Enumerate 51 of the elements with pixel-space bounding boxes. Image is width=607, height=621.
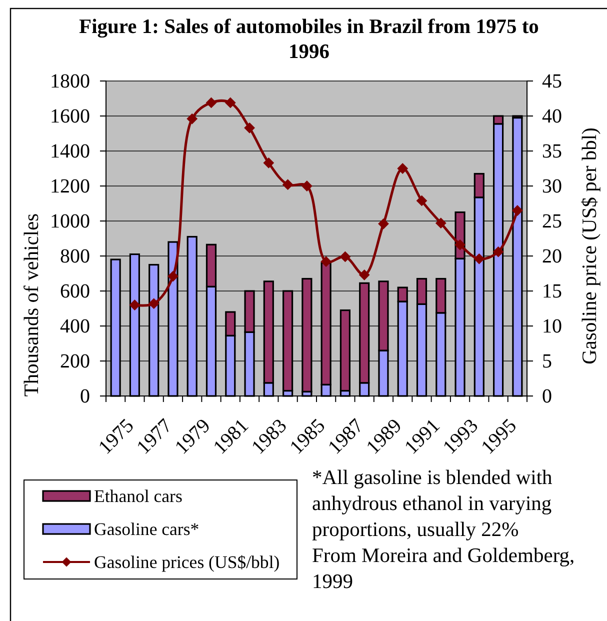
y2-tick-label: 10 xyxy=(542,315,562,338)
y2-tick-label: 5 xyxy=(542,350,552,372)
y2-tick-label: 20 xyxy=(542,245,562,268)
point xyxy=(493,246,504,258)
y-tick-label: 0 xyxy=(80,385,90,408)
point xyxy=(148,298,160,309)
point xyxy=(416,195,427,206)
point xyxy=(436,218,446,228)
point xyxy=(225,97,236,108)
point xyxy=(512,205,523,216)
chart-title: Figure 1: Sales of automobiles in Brazil from 1975 to 1996 xyxy=(79,16,539,63)
text: *All gasoline is blended with anhydrous ethanol in varying proportions, usually 22% xyxy=(312,467,552,541)
y2-tick-label: 40 xyxy=(542,105,562,128)
point xyxy=(378,218,389,230)
point xyxy=(302,180,312,192)
legend-label: Ethanol cars xyxy=(94,486,182,506)
point xyxy=(282,179,294,190)
y-tick-label: 400 xyxy=(60,315,90,338)
y2-tick-label: 15 xyxy=(542,280,562,302)
y-tick-label: 1200 xyxy=(50,175,90,198)
point xyxy=(359,270,370,280)
y-tick-label: 1400 xyxy=(50,140,90,162)
y2-tick-label: 30 xyxy=(542,175,562,198)
point xyxy=(186,114,198,124)
y-tick-label: 800 xyxy=(60,245,90,268)
legend-label: Gasoline cars* xyxy=(94,519,200,539)
point xyxy=(168,271,178,282)
y2-tick-label: 0 xyxy=(542,385,552,408)
x-tick-label: 1981 xyxy=(209,414,254,459)
point xyxy=(320,256,332,267)
y2-axis-title: Gasoline price (US$ per bbl) xyxy=(579,128,601,364)
y2-tick-label: 35 xyxy=(542,140,562,162)
point xyxy=(263,158,274,168)
y-axis-title: Thousands of vehicles xyxy=(21,213,43,397)
text: From Moreira and Goldemberg, 1999 xyxy=(312,545,575,593)
y2-tick-label: 45 xyxy=(542,70,562,92)
point xyxy=(474,254,484,264)
point xyxy=(206,97,216,108)
point xyxy=(340,251,350,262)
legend-label: Gasoline prices (US$/bbl) xyxy=(94,552,280,572)
y-tick-label: 1600 xyxy=(50,105,90,128)
point xyxy=(244,122,255,134)
y-tick-label: 200 xyxy=(60,350,90,372)
y-tick-label: 600 xyxy=(60,280,90,302)
x-tick-label: 1991 xyxy=(400,414,444,459)
y-tick-label: 1800 xyxy=(50,70,90,92)
y2-tick-label: 25 xyxy=(542,210,562,232)
point xyxy=(397,163,408,174)
y-tick-label: 1000 xyxy=(50,210,90,232)
point xyxy=(454,240,466,250)
point xyxy=(129,300,140,310)
